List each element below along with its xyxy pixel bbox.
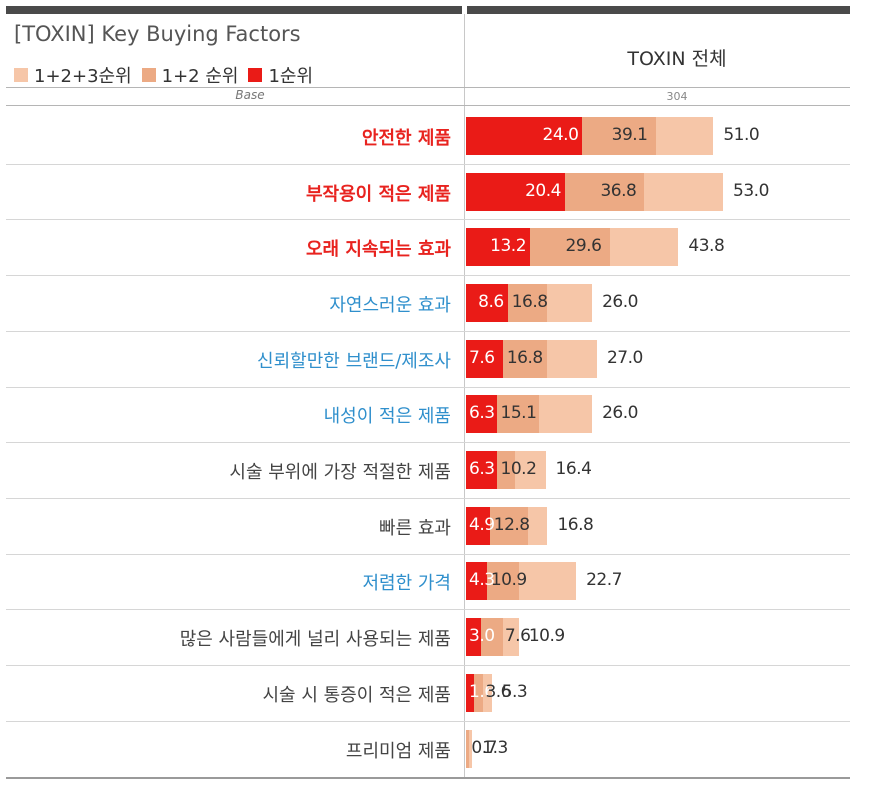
row-separator bbox=[6, 665, 850, 666]
header-bar-left bbox=[6, 6, 462, 14]
data-label-top3: 22.7 bbox=[586, 570, 622, 591]
data-label-top2: 36.8 bbox=[600, 180, 637, 201]
category-label: 시술 부위에 가장 적절한 제품 bbox=[229, 462, 451, 484]
legend-item-top1: 1순위 bbox=[248, 62, 313, 88]
bar-top1 bbox=[466, 395, 497, 434]
data-label-top3: 16.4 bbox=[555, 459, 592, 480]
category-label: 시술 시 통증이 적은 제품 bbox=[262, 684, 452, 706]
data-label-top3: 51.0 bbox=[723, 124, 760, 145]
header-bar-right bbox=[467, 6, 850, 14]
bar-top1 bbox=[466, 228, 531, 267]
column-header: TOXIN 전체 bbox=[627, 48, 727, 70]
category-label: 신뢰할만한 브랜드/제조사 bbox=[257, 350, 451, 372]
data-label-top3: 26.0 bbox=[602, 291, 638, 312]
data-label-top3: 5.3 bbox=[501, 681, 528, 702]
bar-top1 bbox=[466, 116, 583, 155]
data-label-top2: 12.8 bbox=[493, 514, 530, 535]
data-label-top1: 3.0 bbox=[469, 626, 495, 647]
data-label-top1: 4.3 bbox=[469, 570, 495, 591]
row-separator bbox=[6, 609, 850, 611]
bar-top1 bbox=[466, 451, 497, 490]
category-label: 많은 사람들에게 널리 사용되는 제품 bbox=[179, 629, 451, 651]
category-label: 안전한 제품 bbox=[361, 127, 451, 149]
data-label-top2: 10.2 bbox=[500, 459, 537, 480]
row-separator bbox=[6, 275, 850, 277]
bar-top1 bbox=[466, 283, 508, 322]
bar-top1 bbox=[466, 673, 474, 712]
row-separator bbox=[6, 219, 850, 221]
data-label-top2: 16.8 bbox=[511, 291, 548, 312]
base-label: Base bbox=[235, 88, 265, 102]
data-label-top1: 6.3 bbox=[469, 403, 495, 424]
bar-top2 bbox=[466, 729, 470, 768]
data-label-top1: 6.3 bbox=[469, 459, 495, 480]
data-label-top3: 43.8 bbox=[688, 236, 725, 257]
category-label: 프리미엄 제품 bbox=[345, 740, 451, 762]
chart-title: [TOXIN] Key Buying Factors bbox=[14, 22, 301, 46]
data-label-top2: 29.6 bbox=[565, 236, 602, 257]
legend-item-top3: 1+2+3순위 bbox=[14, 62, 132, 88]
data-label-top1: 1.6 bbox=[469, 681, 495, 702]
data-label-top3: 16.8 bbox=[557, 514, 594, 535]
data-label-top1: 13.2 bbox=[490, 236, 527, 257]
base-value: 304 bbox=[666, 90, 688, 103]
data-label-top3: 1.3 bbox=[482, 737, 508, 758]
row-separator bbox=[6, 553, 850, 555]
data-label-top3: 10.9 bbox=[528, 626, 565, 647]
category-label: 부작용이 적은 제품 bbox=[305, 183, 451, 205]
data-label-top2: 16.8 bbox=[506, 347, 543, 368]
legend-swatch-top3 bbox=[14, 68, 28, 82]
legend-item-top2: 1+2 순위 bbox=[141, 62, 239, 88]
data-label-top2: 10.9 bbox=[490, 570, 527, 591]
header-rule bbox=[6, 87, 850, 88]
data-label-top2: 0.7 bbox=[471, 737, 497, 758]
row-separator bbox=[6, 442, 850, 444]
category-label: 자연스러운 효과 bbox=[329, 294, 451, 316]
data-label-top1: 8.6 bbox=[478, 291, 504, 312]
data-label-top1: 7.6 bbox=[469, 347, 495, 368]
data-label-top3: 27.0 bbox=[606, 347, 643, 368]
legend: 1+2+3순위 1+2 순위 1순위 bbox=[14, 62, 323, 88]
data-label-top2: 15.1 bbox=[500, 403, 537, 424]
legend-label-top3: 1+2+3순위 bbox=[34, 66, 132, 87]
data-label-top2: 7.6 bbox=[504, 626, 531, 647]
data-label-top2: 39.1 bbox=[611, 124, 648, 145]
legend-swatch-top1 bbox=[248, 68, 263, 82]
bar-top1 bbox=[466, 506, 490, 545]
data-label-top2: 3.6 bbox=[485, 681, 511, 702]
category-label: 저렴한 가격 bbox=[362, 573, 451, 595]
category-label: 내성이 적은 제품 bbox=[323, 406, 451, 428]
data-label-top1: 4.9 bbox=[469, 514, 495, 535]
row-separator bbox=[6, 497, 850, 499]
bar-top1 bbox=[466, 172, 565, 211]
bar-top1 bbox=[466, 618, 481, 657]
data-label-top3: 53.0 bbox=[733, 180, 769, 201]
base-rule bbox=[6, 105, 850, 106]
data-label-top1: 24.0 bbox=[542, 124, 579, 145]
row-separator bbox=[6, 386, 850, 388]
legend-swatch-top2 bbox=[141, 68, 156, 82]
data-label-top1: 20.4 bbox=[525, 180, 561, 201]
bar-top1 bbox=[466, 562, 487, 601]
legend-label-top1: 1순위 bbox=[268, 66, 314, 87]
legend-label-top2: 1+2 순위 bbox=[161, 66, 239, 87]
row-separator bbox=[6, 163, 850, 165]
bar-top1 bbox=[466, 339, 503, 378]
row-separator bbox=[6, 330, 850, 332]
column-divider bbox=[464, 14, 465, 778]
category-label: 빠른 효과 bbox=[379, 517, 451, 539]
data-label-top3: 26.0 bbox=[602, 403, 638, 424]
category-label: 오래 지속되는 효과 bbox=[305, 239, 451, 261]
bottom-rule bbox=[6, 777, 850, 779]
row-separator bbox=[6, 720, 850, 722]
